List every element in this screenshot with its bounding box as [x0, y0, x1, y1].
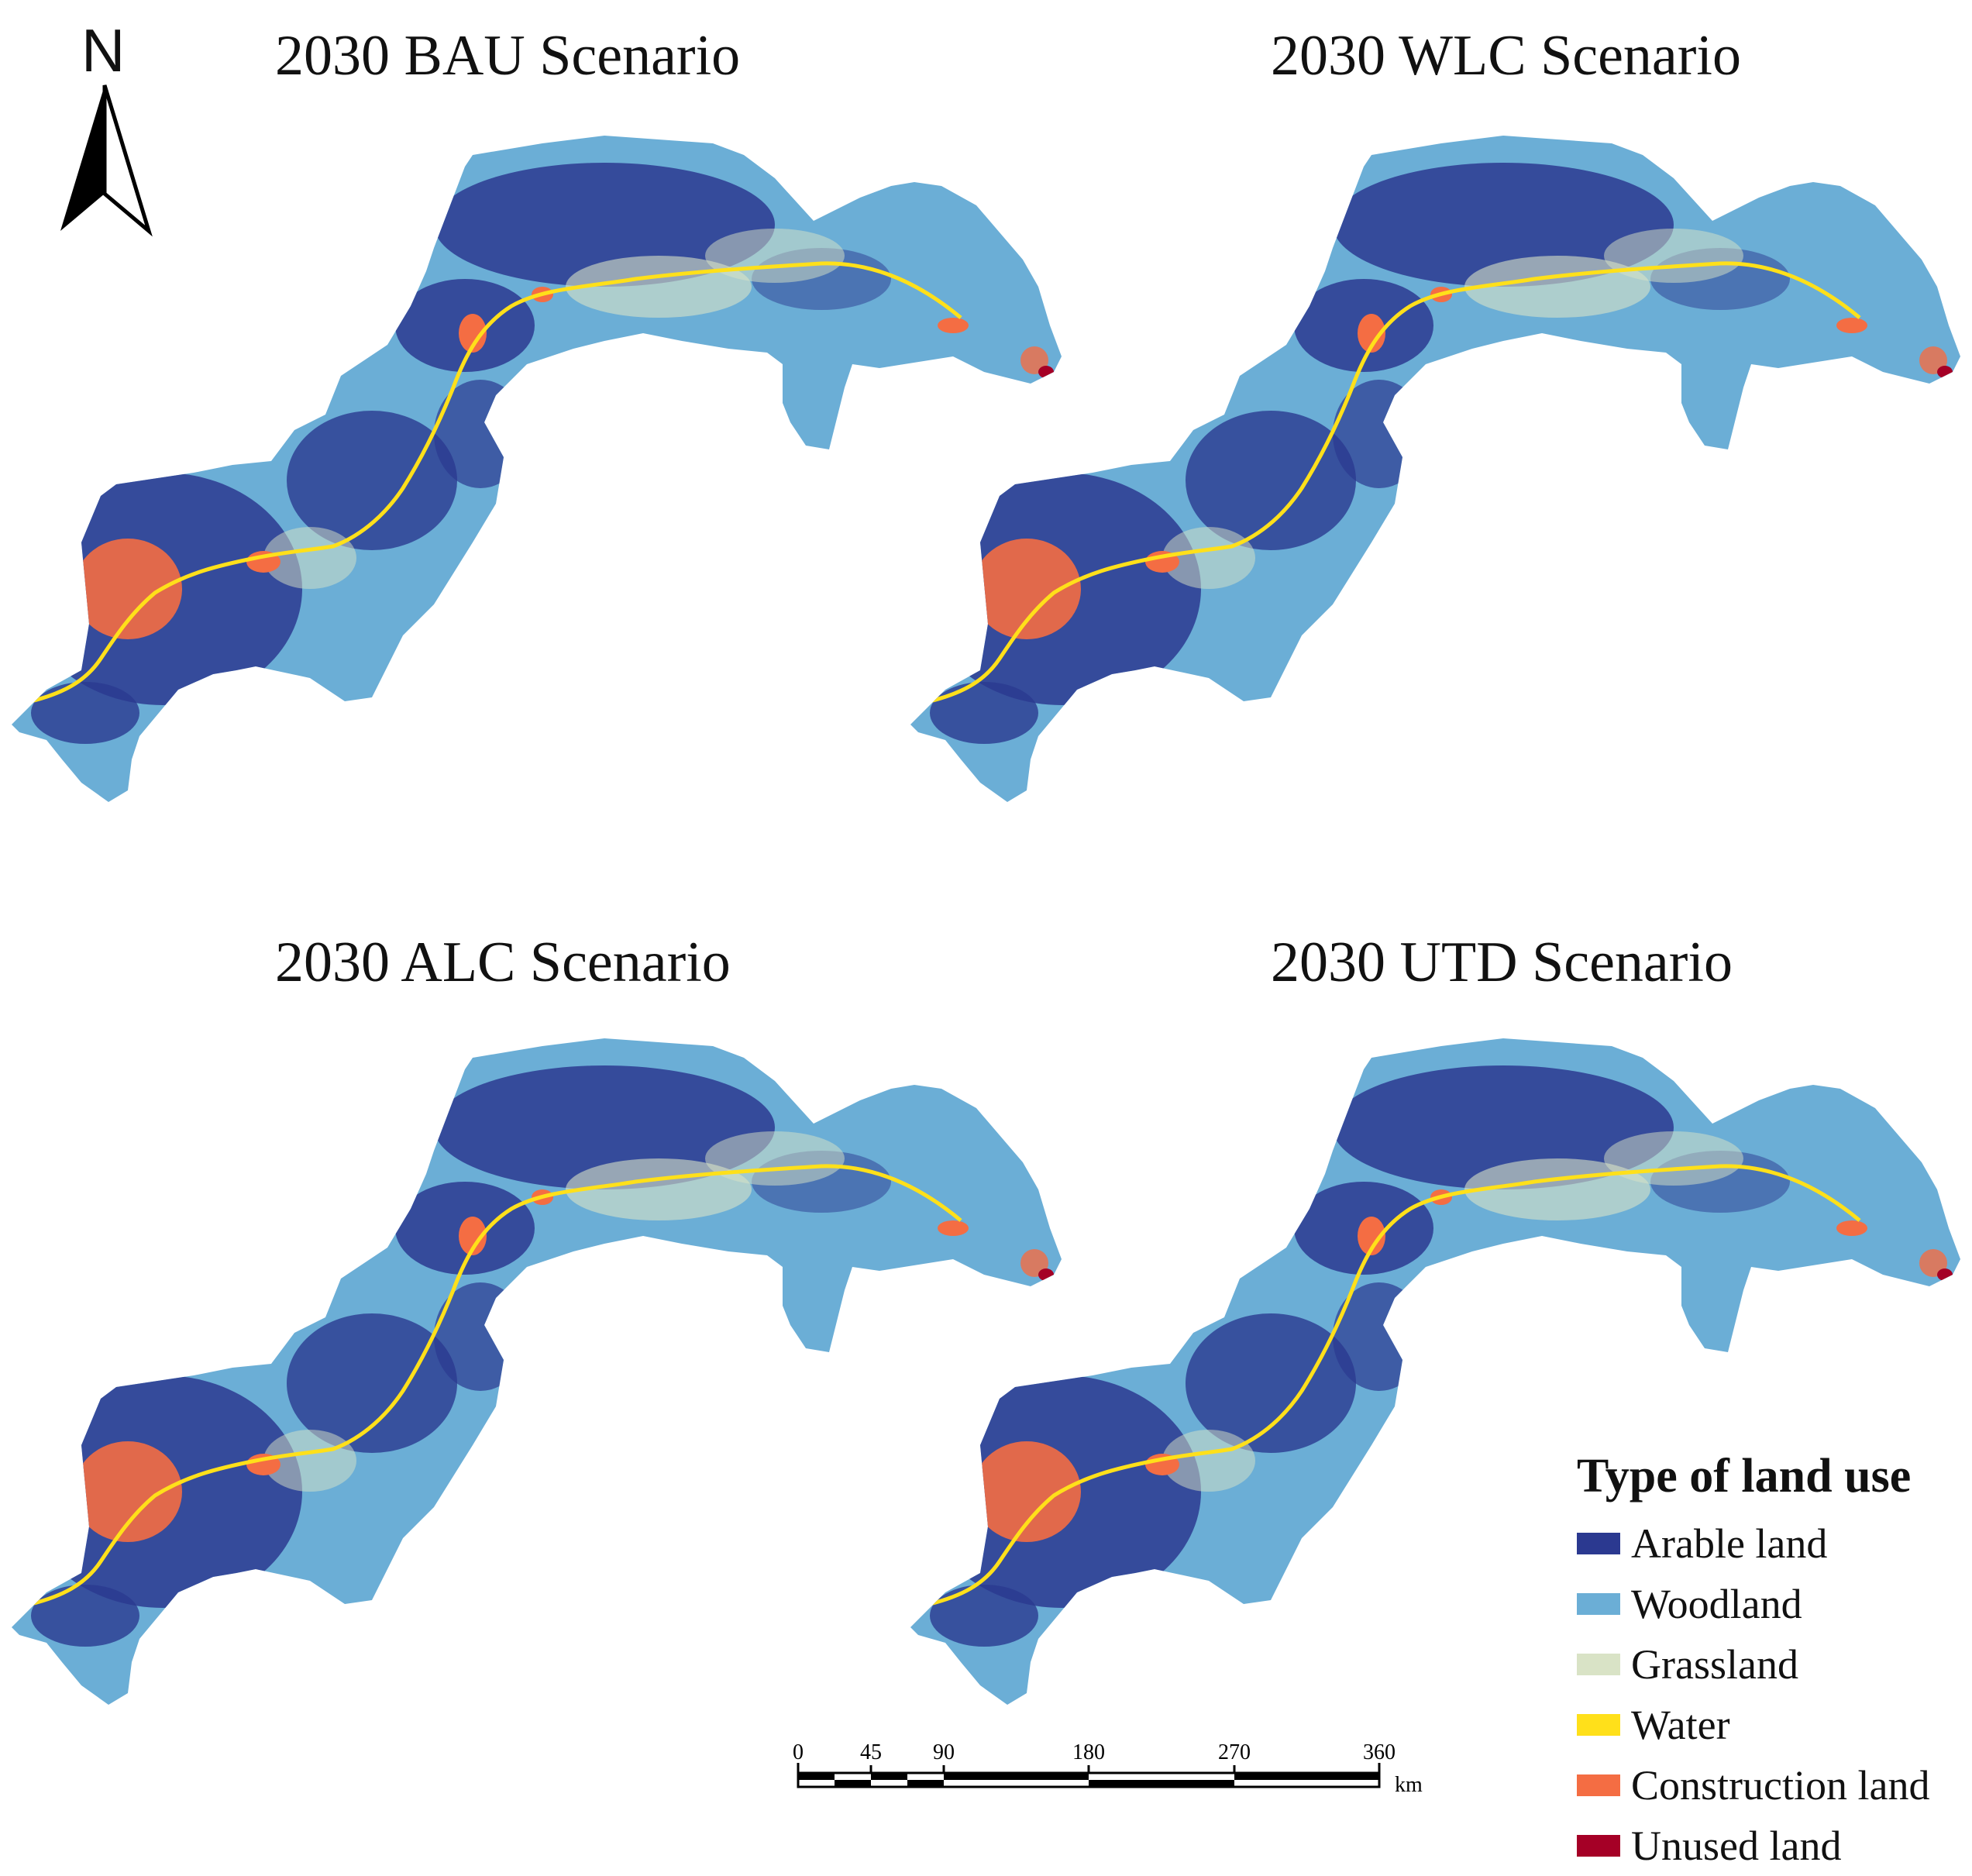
scale-tick-0: 0 — [793, 1740, 804, 1764]
legend-item-construction-land: Construction land — [1577, 1755, 1929, 1816]
scale-unit: km — [1395, 1773, 1423, 1797]
legend-swatch — [1577, 1533, 1620, 1554]
legend-item-unused-land: Unused land — [1577, 1816, 1929, 1876]
legend-swatch — [1577, 1774, 1620, 1796]
legend-item-water: Water — [1577, 1695, 1929, 1755]
scale-tick-270: 270 — [1218, 1740, 1251, 1764]
legend-label: Arable land — [1631, 1520, 1828, 1567]
scale-tick-90: 90 — [933, 1740, 955, 1764]
map-bau — [12, 136, 1062, 802]
legend-label: Grassland — [1631, 1641, 1798, 1688]
legend: Type of land use Arable land Woodland Gr… — [1577, 1449, 1929, 1876]
north-arrow-label: N — [81, 16, 126, 84]
legend-item-woodland: Woodland — [1577, 1574, 1929, 1634]
title-wlc: 2030 WLC Scenario — [1271, 24, 1741, 88]
legend-swatch — [1577, 1835, 1620, 1857]
north-arrow-icon — [60, 84, 153, 237]
scale-bar: 0 45 90 180 270 360 km — [793, 1740, 1423, 1797]
legend-title: Type of land use — [1577, 1450, 1912, 1503]
legend-label: Woodland — [1631, 1581, 1802, 1627]
legend-item-grassland: Grassland — [1577, 1634, 1929, 1695]
title-utd: 2030 UTD Scenario — [1271, 931, 1733, 994]
scale-tick-45: 45 — [860, 1740, 882, 1764]
title-alc: 2030 ALC Scenario — [275, 931, 731, 994]
scale-tick-360: 360 — [1363, 1740, 1396, 1764]
scale-tick-180: 180 — [1072, 1740, 1105, 1764]
map-alc — [12, 1038, 1062, 1705]
legend-item-arable-land: Arable land — [1577, 1513, 1929, 1574]
legend-label: Construction land — [1631, 1762, 1930, 1809]
legend-label: Unused land — [1631, 1823, 1842, 1869]
legend-label: Water — [1631, 1702, 1730, 1748]
map-wlc — [910, 136, 1960, 802]
legend-swatch — [1577, 1593, 1620, 1615]
legend-swatch — [1577, 1654, 1620, 1675]
legend-swatch — [1577, 1714, 1620, 1736]
title-bau: 2030 BAU Scenario — [275, 24, 741, 88]
